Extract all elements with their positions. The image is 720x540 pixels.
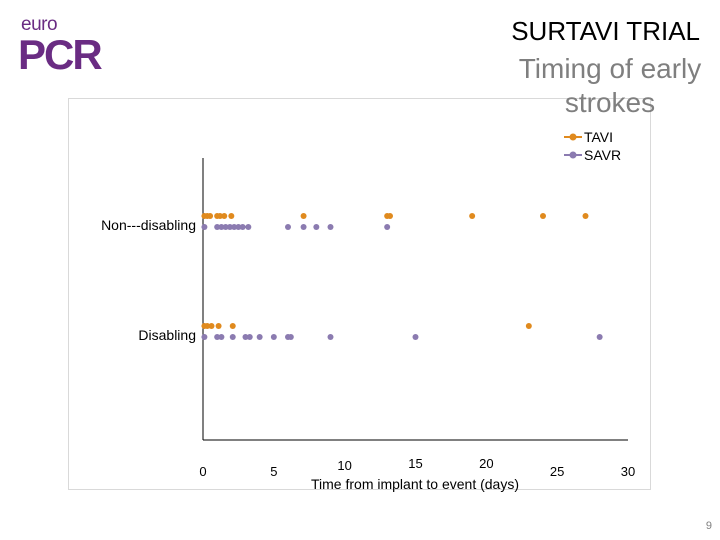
europcr-logo: euro PCR <box>18 14 108 78</box>
savr-point <box>412 334 419 340</box>
savr-point <box>246 334 253 340</box>
x-tick-label: 25 <box>550 464 564 479</box>
tavi-point <box>469 213 476 219</box>
legend-marker-savr <box>569 151 577 159</box>
tavi-point <box>204 323 211 329</box>
logo-pcr-text: PCR <box>18 31 103 78</box>
legend-label-tavi: TAVI <box>584 129 613 145</box>
savr-point <box>229 334 236 340</box>
category-label: Non---disabling <box>101 217 196 233</box>
legend: TAVI SAVR <box>564 129 621 163</box>
savr-point <box>222 224 229 230</box>
chart-title: Timing of early strokes <box>518 53 702 118</box>
tavi-point <box>229 323 236 329</box>
tavi-point <box>208 323 215 329</box>
tavi-point <box>228 213 235 219</box>
savr-point <box>218 334 225 340</box>
category-labels: Non---disabling Disabling <box>101 217 196 343</box>
tavi-point <box>207 213 214 219</box>
savr-point <box>327 334 334 340</box>
tavi-point <box>221 213 228 219</box>
savr-point <box>285 224 291 230</box>
savr-point <box>242 334 249 340</box>
savr-point <box>201 334 208 340</box>
savr-point <box>313 224 320 230</box>
savr-point <box>201 224 208 230</box>
savr-point <box>231 224 238 230</box>
savr-point <box>596 334 603 340</box>
savr-point <box>384 224 391 230</box>
savr-point <box>300 224 307 230</box>
x-tick-label: 30 <box>621 464 635 479</box>
tavi-point <box>217 213 223 219</box>
legend-label-savr: SAVR <box>584 147 621 163</box>
data-points <box>201 213 603 340</box>
x-tick-label: 20 <box>479 456 493 471</box>
slide-title: SURTAVI TRIAL <box>511 16 700 46</box>
category-label: Disabling <box>138 327 196 343</box>
savr-point <box>214 224 221 230</box>
tavi-point <box>582 213 589 219</box>
x-tick-labels: 0 5 10 15 20 25 30 <box>199 456 635 479</box>
savr-point <box>327 224 334 230</box>
tavi-point <box>215 323 222 329</box>
tavi-point <box>387 213 393 219</box>
savr-point <box>256 334 263 340</box>
savr-point <box>226 224 233 230</box>
tavi-point <box>525 323 532 329</box>
legend-marker-tavi <box>569 133 577 141</box>
x-tick-label: 15 <box>408 456 422 471</box>
chart-frame <box>68 98 651 490</box>
savr-point <box>218 224 225 230</box>
x-axis-label: Time from implant to event (days) <box>311 476 519 492</box>
tavi-point <box>540 213 546 219</box>
x-tick-label: 10 <box>337 458 351 473</box>
tavi-point <box>300 213 307 219</box>
page-number: 9 <box>705 520 712 532</box>
savr-point <box>245 224 252 230</box>
savr-point <box>270 334 277 340</box>
savr-point <box>287 334 294 340</box>
logo-euro-text: euro <box>21 14 58 35</box>
savr-point <box>214 334 221 340</box>
savr-point <box>239 224 246 230</box>
x-tick-label: 0 <box>199 464 206 479</box>
savr-point <box>235 224 242 230</box>
x-tick-label: 5 <box>270 464 277 479</box>
